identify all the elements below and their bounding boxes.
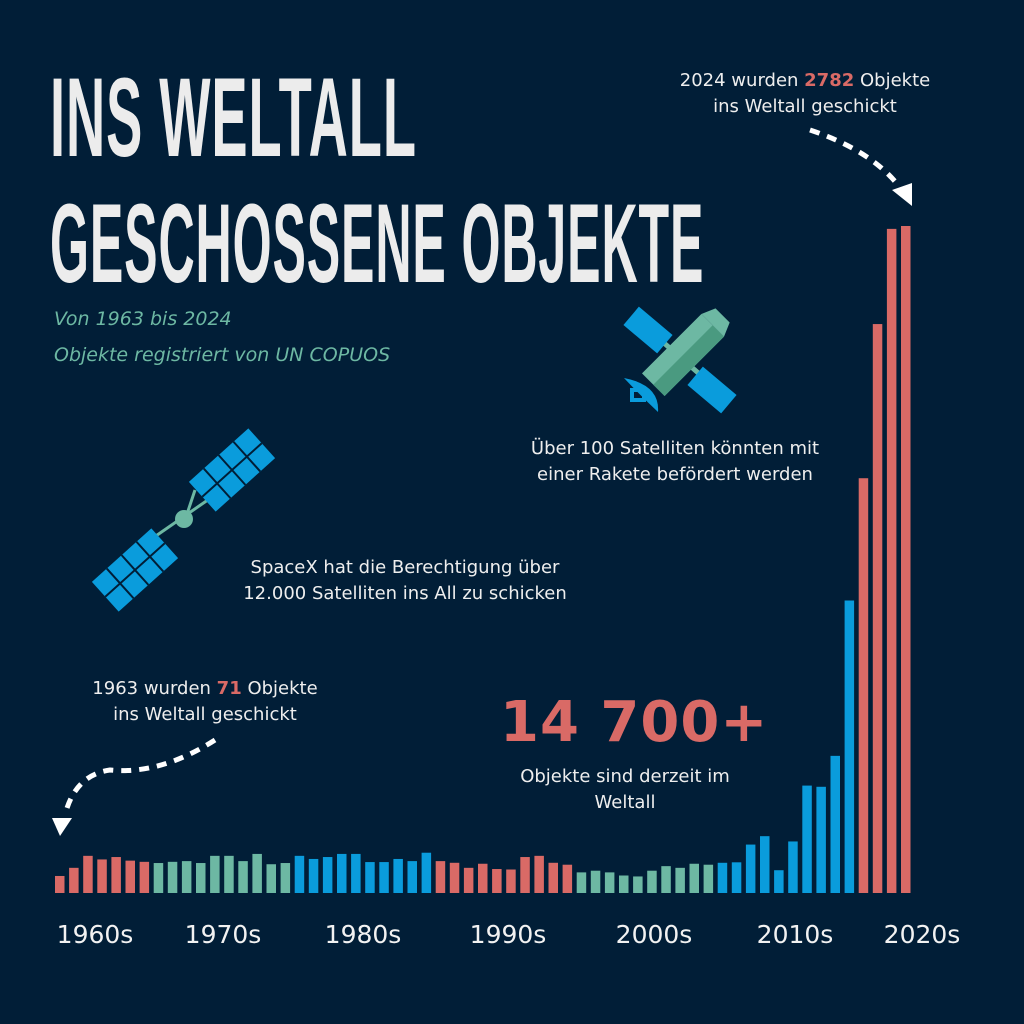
annotation-text: SpaceX hat die Berechtigung über xyxy=(250,557,560,578)
annotation-text: 2024 wurden xyxy=(679,70,805,91)
total-objects-caption: Objekte sind derzeit im Weltall xyxy=(470,764,780,816)
total-objects-value: 14 700+ xyxy=(500,690,769,755)
bar-2003 xyxy=(619,875,629,893)
annotation-text: ins Weltall geschickt xyxy=(713,96,897,117)
bar-1986 xyxy=(379,862,389,893)
bar-2004 xyxy=(633,876,643,893)
bar-1970 xyxy=(153,863,164,893)
bar-1971 xyxy=(167,861,178,893)
bar-1972 xyxy=(181,861,192,893)
bar-1996 xyxy=(520,857,530,893)
annotation-text: einer Rakete befördert werden xyxy=(537,464,813,485)
bar-2005 xyxy=(647,870,657,893)
subtitle-source: Objekte registriert von UN COPUOS xyxy=(54,344,391,366)
bar-1993 xyxy=(478,863,488,893)
decade-label: 2020s xyxy=(883,920,961,949)
annotation-text: 1963 wurden xyxy=(92,678,217,699)
bar-2000 xyxy=(576,872,587,893)
decade-label: 1990s xyxy=(469,920,547,949)
bar-1988 xyxy=(407,861,417,893)
bar-1975 xyxy=(224,855,234,893)
bar-1973 xyxy=(196,863,206,893)
bar-1989 xyxy=(421,852,432,893)
title-line-2: GESCHOSSENE OBJEKTE xyxy=(50,181,705,307)
bar-2016 xyxy=(802,785,812,893)
bar-2007 xyxy=(675,867,685,893)
annotation-text: 12.000 Satelliten ins All zu schicken xyxy=(243,583,567,604)
bar-1997 xyxy=(534,855,544,893)
bar-2014 xyxy=(774,870,784,893)
subtitle-date-range: Von 1963 bis 2024 xyxy=(54,308,232,330)
bar-1969 xyxy=(139,861,150,893)
satellite-solar-panels-icon xyxy=(91,428,276,612)
bar-2020 xyxy=(858,478,869,893)
bar-2018 xyxy=(830,755,840,893)
bar-2008 xyxy=(689,863,699,893)
bar-1990 xyxy=(435,861,446,893)
bar-1994 xyxy=(492,869,502,893)
bar-1985 xyxy=(365,862,375,893)
decade-label: 1980s xyxy=(324,920,402,949)
annotation-rocket: Über 100 Satelliten könnten mit einer Ra… xyxy=(490,436,860,488)
bar-1995 xyxy=(506,869,516,893)
bar-1978 xyxy=(266,864,276,893)
annotation-text: Objekte xyxy=(241,678,318,699)
bar-1981 xyxy=(308,858,319,893)
annotation-text: Über 100 Satelliten könnten mit xyxy=(530,438,820,459)
annotation-2024: 2024 wurden 2782 Objekte ins Weltall ges… xyxy=(640,68,970,120)
bar-2009 xyxy=(703,864,714,893)
decade-label: 1970s xyxy=(184,920,262,949)
bar-2015 xyxy=(788,841,798,893)
bar-2017 xyxy=(816,786,826,893)
bar-1964 xyxy=(69,867,79,893)
bar-1963 xyxy=(55,875,65,893)
bar-2002 xyxy=(604,872,615,893)
bar-1998 xyxy=(548,862,558,893)
bar-2001 xyxy=(590,870,601,893)
annotation-1963: 1963 wurden 71 Objekte ins Weltall gesch… xyxy=(50,676,360,728)
annotation-text: ins Weltall geschickt xyxy=(113,704,297,725)
annotation-text: Objekte xyxy=(854,70,931,91)
arrow-to-1963-icon xyxy=(52,737,217,836)
highlight-value: 2782 xyxy=(804,70,855,91)
bar-1965 xyxy=(83,855,93,893)
annotation-text: Objekte sind derzeit im xyxy=(520,766,730,787)
bar-1966 xyxy=(97,859,107,893)
bar-2022 xyxy=(886,228,897,893)
decade-label: 2000s xyxy=(615,920,693,949)
bar-1980 xyxy=(294,855,305,893)
bar-2011 xyxy=(731,862,742,893)
bar-2021 xyxy=(872,324,883,893)
bar-2019 xyxy=(844,600,855,893)
decade-label: 2010s xyxy=(756,920,834,949)
satellite-dish-icon xyxy=(623,306,737,414)
bar-2010 xyxy=(717,862,728,893)
highlight-value: 71 xyxy=(216,678,242,699)
bar-1991 xyxy=(449,862,460,893)
bar-2013 xyxy=(760,836,770,893)
bar-1979 xyxy=(280,863,291,893)
title-line-1: INS WELTALL xyxy=(50,55,417,181)
bar-1974 xyxy=(210,855,220,893)
decade-label: 1960s xyxy=(56,920,134,949)
bar-1984 xyxy=(351,853,361,893)
bar-1967 xyxy=(111,857,121,893)
bar-1983 xyxy=(337,853,347,893)
bar-1982 xyxy=(322,857,333,893)
annotation-text: Weltall xyxy=(594,792,656,813)
bar-1987 xyxy=(393,858,403,893)
bar-1992 xyxy=(463,867,474,893)
bar-2023 xyxy=(901,226,911,893)
bar-1999 xyxy=(562,864,573,893)
bar-2012 xyxy=(745,844,756,893)
arrow-to-2024-icon xyxy=(809,127,912,206)
bar-1976 xyxy=(238,861,248,893)
bar-1977 xyxy=(252,853,262,893)
bar-2006 xyxy=(661,866,671,893)
bar-1968 xyxy=(125,860,135,893)
annotation-spacex: SpaceX hat die Berechtigung über 12.000 … xyxy=(205,555,605,607)
